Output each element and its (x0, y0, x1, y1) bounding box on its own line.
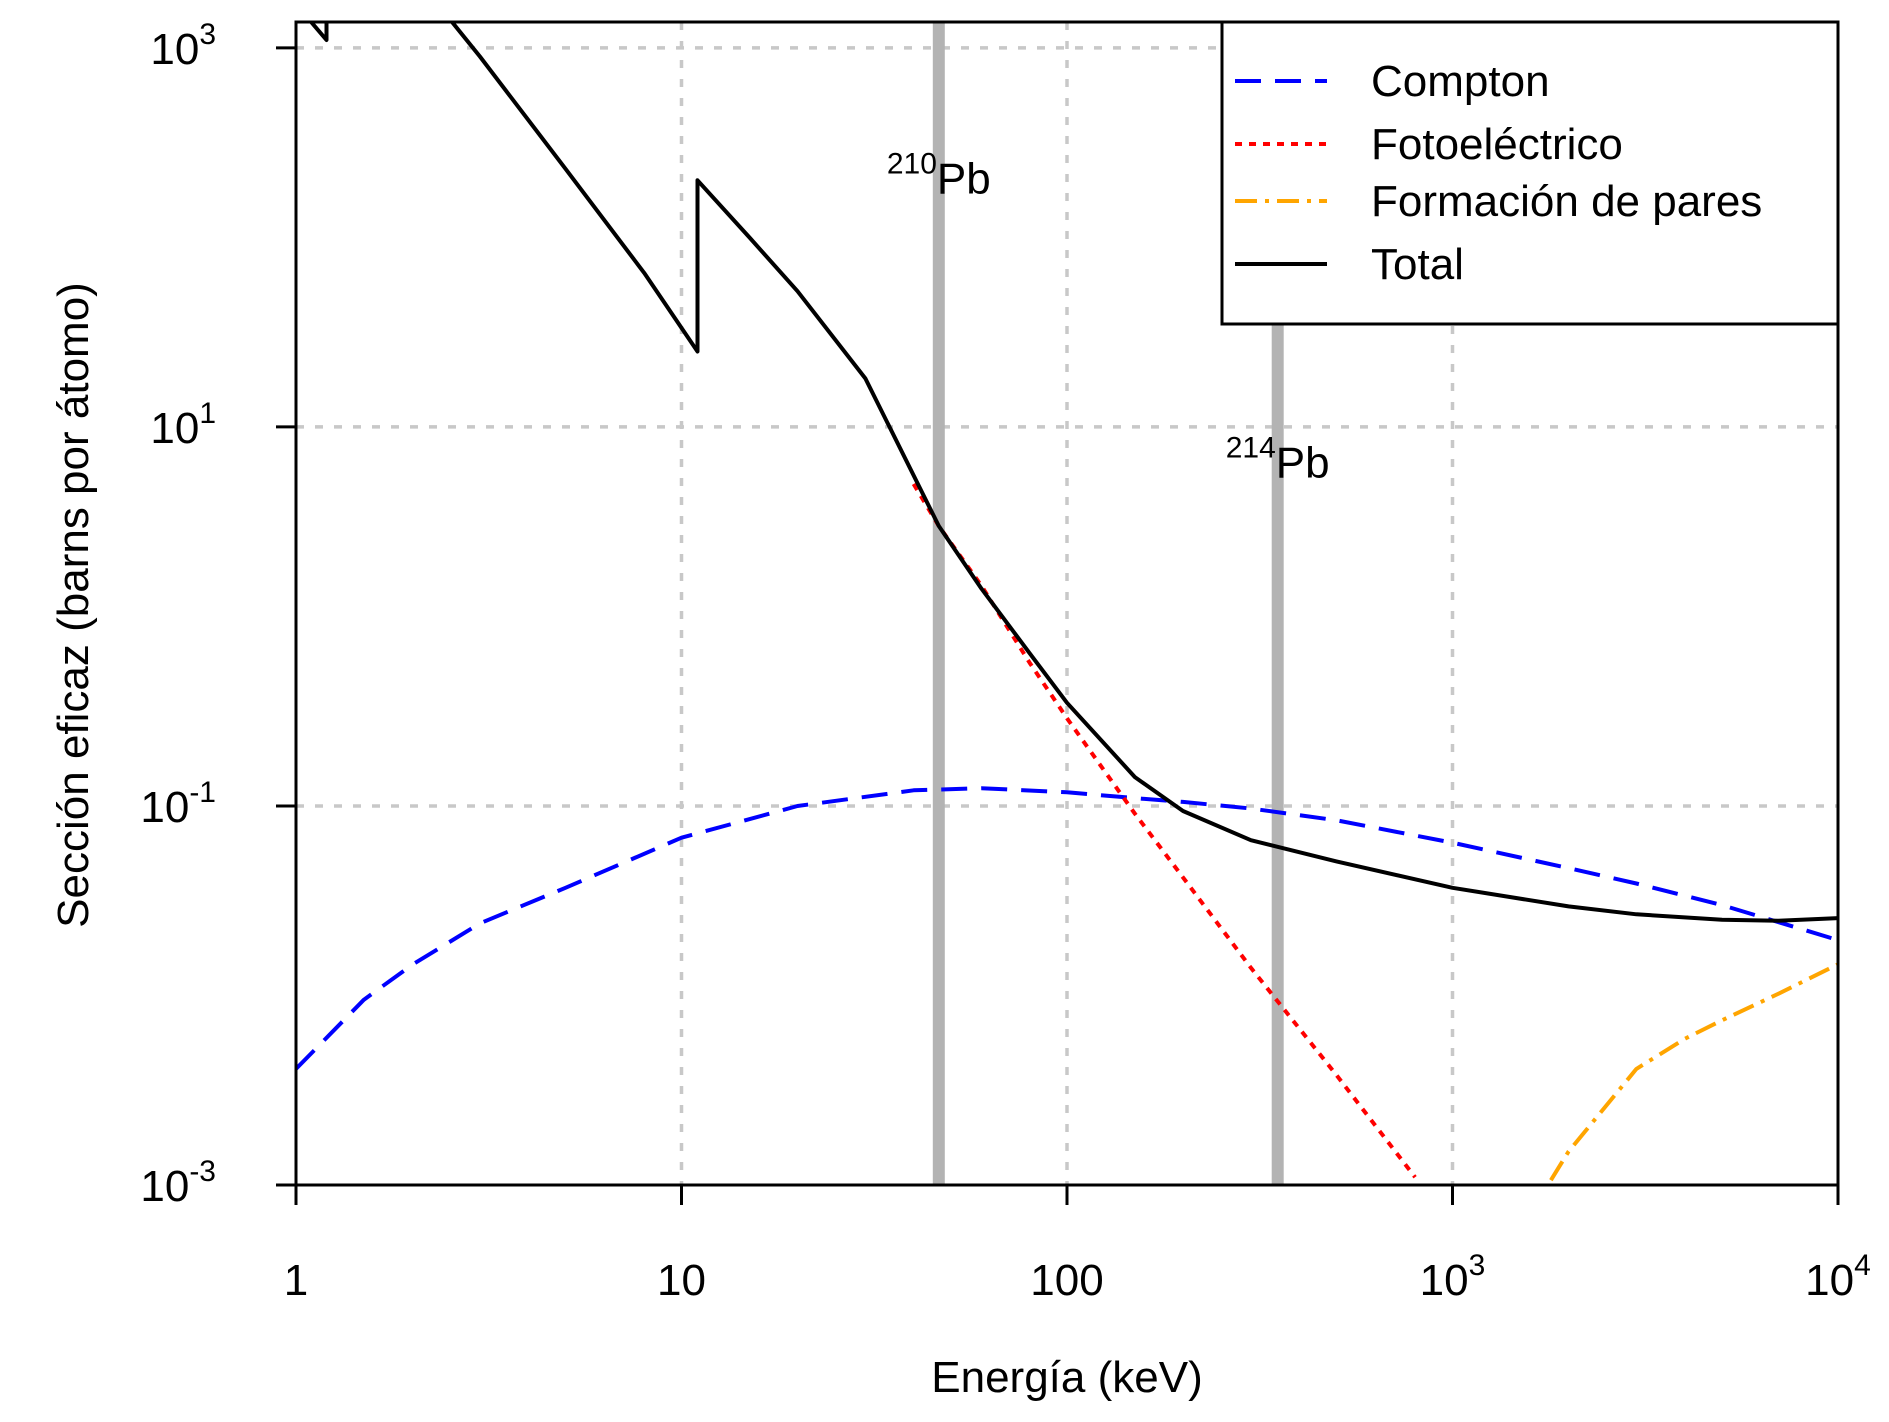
reference-label: 214Pb (1226, 432, 1330, 488)
x-tick-label: 103 (1420, 1249, 1486, 1305)
x-axis: 1 10 100 103 104 (284, 1185, 1871, 1305)
y-tick-label: 10-1 (140, 776, 216, 832)
legend-label-pair: Formación de pares (1371, 177, 1762, 226)
x-tick-label: 1 (284, 1256, 308, 1305)
y-tick-label: 101 (150, 397, 216, 453)
series-layer (296, 22, 1838, 1182)
legend-label-photo: Fotoeléctrico (1371, 120, 1623, 169)
legend-label-total: Total (1371, 240, 1464, 289)
x-tick-label: 10 (657, 1256, 706, 1305)
y-axis: 10-3 10-1 101 103 (140, 18, 296, 1211)
series-line-total (308, 22, 1838, 923)
x-tick-label: 104 (1805, 1249, 1871, 1305)
legend-box (1220, 20, 1840, 326)
legend-label-compton: Compton (1371, 57, 1550, 106)
series-line-photo (911, 482, 1417, 1179)
series-line-pair (1549, 962, 1838, 1182)
x-axis-title: Energía (keV) (931, 1353, 1202, 1402)
legend: Compton Fotoeléctrico Formación de pares To… (1220, 20, 1840, 326)
reference-label: 210Pb (887, 148, 991, 204)
y-tick-label: 10-3 (140, 1155, 216, 1211)
y-axis-title: Sección eficaz (barns por átomo) (49, 282, 98, 928)
y-tick-label: 103 (150, 18, 216, 74)
x-tick-label: 100 (1030, 1256, 1103, 1305)
series-line-compton (296, 786, 1838, 1071)
